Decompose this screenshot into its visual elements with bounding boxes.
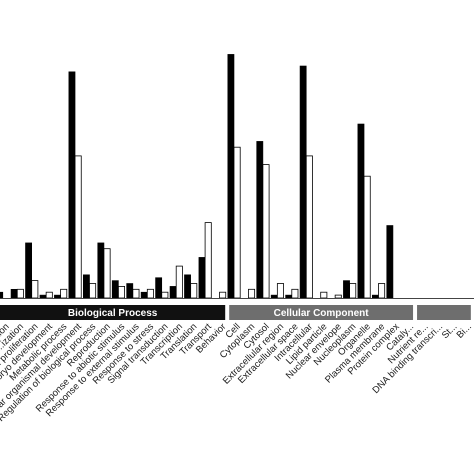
bar-series-a-9 [126,283,134,299]
bar-series-a-12 [169,286,177,299]
bars-layer [0,54,394,299]
group-band-label: Biological Process [68,308,158,319]
bar-series-a-8 [111,280,119,299]
bar-series-b-12 [175,265,183,299]
group-band-0 [0,305,226,320]
bar-series-b-25 [363,175,371,299]
bar-series-b-18 [262,164,270,299]
bar-series-a-10 [140,291,148,299]
category-label: ...tion [0,321,12,345]
bar-series-b-2 [31,280,39,299]
group-bands: Biological Process Cellular Component [0,305,471,320]
bar-series-b-1 [16,288,24,299]
bar-series-a-21 [299,65,307,299]
bar-series-a-16 [227,54,235,299]
bar-series-a-1 [10,288,18,299]
bar-series-a-2 [25,242,32,299]
bar-series-b-11 [161,291,169,299]
group-band-label: Cellular Component [274,308,370,319]
bar-series-a-25 [357,123,365,299]
bar-series-a-11 [155,277,163,299]
bar-series-b-13 [190,283,198,299]
bar-series-a-6 [83,274,90,299]
bar-series-b-26 [378,283,386,299]
bar-series-b-23 [334,294,342,299]
bar-series-a-19 [270,294,278,299]
group-band-1 [229,305,414,320]
bar-series-b-24 [349,283,357,299]
bar-series-a-3 [39,294,47,299]
bar-series-a-4 [54,294,61,299]
bar-series-b-3 [45,291,53,299]
bar-series-b-9 [132,288,140,299]
bar-series-b-19 [276,283,284,299]
group-band-2 [417,305,471,320]
bar-series-b-10 [146,288,154,299]
bar-series-b-8 [118,285,126,299]
bar-series-a-24 [343,280,350,299]
bar-series-a-27 [386,225,394,299]
bar-series-a-5 [68,71,76,299]
bar-series-b-5 [74,155,82,299]
bar-series-a-13 [184,274,191,299]
bar-series-b-17 [248,288,256,299]
bar-series-b-15 [219,291,227,299]
bar-series-b-16 [233,146,241,299]
bar-series-a-18 [256,141,264,299]
bar-series-a-0 [0,291,4,299]
bar-series-a-14 [198,257,206,299]
bar-series-b-7 [103,248,111,299]
bar-series-a-7 [97,242,105,299]
category-label: Bi... [455,321,474,340]
bar-series-a-20 [285,294,293,299]
bar-series-b-14 [204,222,212,299]
bar-series-b-6 [89,283,97,299]
bar-series-b-21 [305,155,313,299]
bar-series-a-26 [371,294,379,299]
bar-series-b-20 [291,288,299,299]
bar-series-b-22 [320,291,328,299]
bar-series-b-4 [60,288,68,299]
